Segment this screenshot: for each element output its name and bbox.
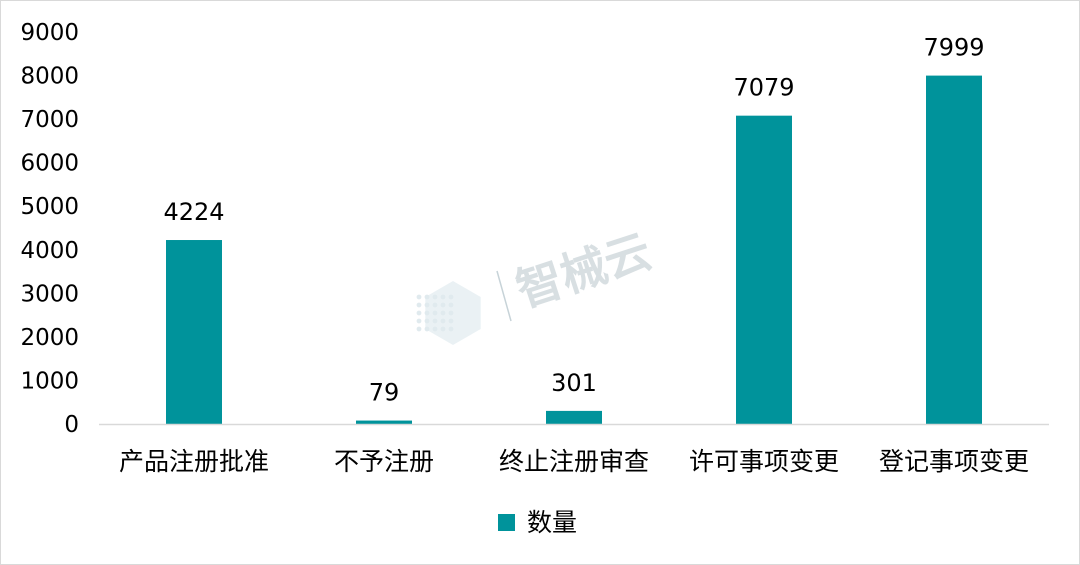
bar [926, 75, 982, 424]
category-label: 终止注册审查 [499, 447, 649, 476]
category-label: 产品注册批准 [119, 447, 269, 476]
data-labels: 4224 79 301 7079 7999 [163, 34, 984, 407]
watermark-text: 智械云 [510, 223, 658, 317]
y-tick-label: 4000 [20, 238, 79, 264]
y-tick-label: 3000 [20, 281, 79, 307]
legend-label: 数量 [527, 508, 577, 537]
data-label: 7999 [923, 34, 984, 62]
bar [356, 420, 412, 424]
y-tick-label: 0 [64, 412, 79, 438]
watermark: 智械云 [416, 223, 658, 345]
y-tick-label: 2000 [20, 325, 79, 351]
bar [546, 410, 602, 424]
data-label: 301 [551, 369, 597, 397]
data-label: 7079 [733, 74, 794, 102]
y-tick-label: 7000 [20, 107, 79, 133]
y-tick-label: 5000 [20, 194, 79, 220]
y-tick-label: 9000 [20, 20, 79, 46]
y-axis-ticks: 0 1000 2000 3000 4000 5000 6000 7000 8000 9000 [20, 20, 79, 438]
data-label: 79 [369, 379, 400, 407]
category-label: 不予注册 [334, 447, 434, 476]
y-tick-label: 1000 [20, 368, 79, 394]
data-label: 4224 [163, 198, 224, 226]
legend-swatch [498, 514, 515, 531]
bar [736, 115, 792, 424]
bar [166, 240, 222, 424]
legend: 数量 [498, 508, 577, 537]
bars [166, 75, 982, 424]
y-tick-label: 6000 [20, 151, 79, 177]
watermark-divider [496, 270, 512, 322]
category-label: 许可事项变更 [689, 447, 839, 476]
y-tick-label: 8000 [20, 64, 79, 90]
x-axis-labels: 产品注册批准 不予注册 终止注册审查 许可事项变更 登记事项变更 [119, 447, 1029, 476]
category-label: 登记事项变更 [879, 447, 1029, 476]
hexagon-dots-icon [416, 281, 481, 345]
